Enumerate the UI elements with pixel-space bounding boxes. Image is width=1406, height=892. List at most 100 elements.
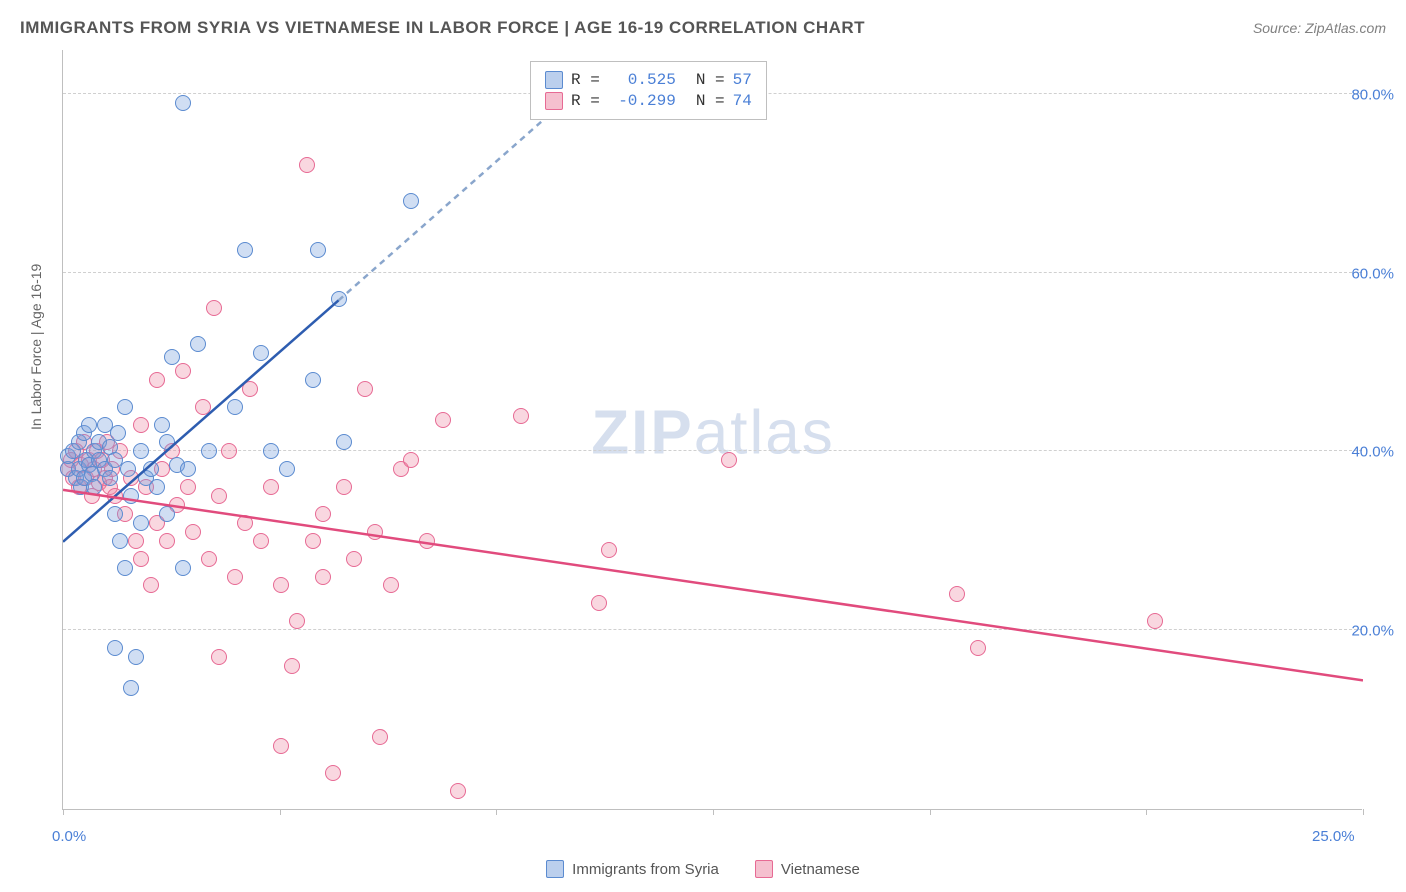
data-point-pink	[273, 577, 289, 593]
data-point-pink	[403, 452, 419, 468]
data-point-blue	[133, 443, 149, 459]
data-point-pink	[242, 381, 258, 397]
x-tick	[930, 809, 931, 815]
r-value-pink: -0.299	[608, 92, 676, 110]
legend-label-pink: Vietnamese	[781, 861, 860, 878]
source-label: Source: ZipAtlas.com	[1253, 20, 1386, 36]
gridline	[63, 272, 1362, 273]
data-point-blue	[107, 640, 123, 656]
data-point-pink	[367, 524, 383, 540]
data-point-pink	[970, 640, 986, 656]
data-point-pink	[211, 488, 227, 504]
data-point-pink	[419, 533, 435, 549]
n-label-2: N =	[696, 92, 725, 110]
legend-item-blue: Immigrants from Syria	[546, 860, 719, 878]
data-point-blue	[117, 399, 133, 415]
data-point-pink	[273, 738, 289, 754]
data-point-blue	[143, 461, 159, 477]
y-axis-label: In Labor Force | Age 16-19	[28, 264, 44, 430]
watermark-rest: atlas	[694, 399, 835, 468]
data-point-pink	[221, 443, 237, 459]
x-tick	[1146, 809, 1147, 815]
data-point-pink	[513, 408, 529, 424]
data-point-blue	[117, 560, 133, 576]
data-point-blue	[123, 488, 139, 504]
data-point-blue	[86, 479, 102, 495]
data-point-pink	[128, 533, 144, 549]
data-point-pink	[299, 157, 315, 173]
swatch-blue	[545, 71, 563, 89]
data-point-blue	[149, 479, 165, 495]
x-tick	[713, 809, 714, 815]
data-point-pink	[185, 524, 201, 540]
data-point-blue	[175, 560, 191, 576]
data-point-pink	[149, 372, 165, 388]
gridline	[63, 450, 1362, 451]
swatch-pink	[545, 92, 563, 110]
data-point-blue	[201, 443, 217, 459]
y-tick-label: 60.0%	[1351, 265, 1394, 282]
y-tick-label: 20.0%	[1351, 623, 1394, 640]
data-point-blue	[102, 470, 118, 486]
swatch-blue-icon	[546, 860, 564, 878]
data-point-pink	[601, 542, 617, 558]
n-label: N =	[696, 71, 725, 89]
data-point-pink	[591, 595, 607, 611]
data-point-pink	[383, 577, 399, 593]
data-point-pink	[357, 381, 373, 397]
x-tick-label: 0.0%	[52, 828, 86, 845]
data-point-pink	[133, 417, 149, 433]
data-point-blue	[110, 425, 126, 441]
data-point-pink	[305, 533, 321, 549]
data-point-pink	[1147, 613, 1163, 629]
data-point-blue	[112, 533, 128, 549]
data-point-blue	[403, 193, 419, 209]
x-tick	[63, 809, 64, 815]
watermark-bold: ZIP	[591, 399, 693, 468]
x-tick	[280, 809, 281, 815]
data-point-pink	[450, 783, 466, 799]
data-point-blue	[305, 372, 321, 388]
data-point-pink	[253, 533, 269, 549]
data-point-blue	[120, 461, 136, 477]
data-point-blue	[180, 461, 196, 477]
data-point-blue	[190, 336, 206, 352]
data-point-blue	[81, 417, 97, 433]
y-tick-label: 40.0%	[1351, 444, 1394, 461]
data-point-pink	[325, 765, 341, 781]
data-point-pink	[175, 363, 191, 379]
data-point-pink	[284, 658, 300, 674]
data-point-pink	[206, 300, 222, 316]
data-point-pink	[227, 569, 243, 585]
data-point-pink	[721, 452, 737, 468]
data-point-blue	[279, 461, 295, 477]
data-point-blue	[237, 242, 253, 258]
x-tick	[1363, 809, 1364, 815]
legend-row-blue: R = 0.525 N = 57	[545, 71, 752, 89]
data-point-pink	[201, 551, 217, 567]
n-value-pink: 74	[733, 92, 752, 110]
data-point-blue	[310, 242, 326, 258]
data-point-pink	[336, 479, 352, 495]
data-point-blue	[123, 680, 139, 696]
data-point-pink	[315, 569, 331, 585]
data-point-blue	[253, 345, 269, 361]
y-tick-label: 80.0%	[1351, 86, 1394, 103]
data-point-pink	[195, 399, 211, 415]
data-point-blue	[159, 434, 175, 450]
data-point-pink	[372, 729, 388, 745]
data-point-blue	[154, 417, 170, 433]
legend-row-pink: R = -0.299 N = 74	[545, 92, 752, 110]
data-point-pink	[949, 586, 965, 602]
legend-item-pink: Vietnamese	[755, 860, 860, 878]
x-tick-label: 25.0%	[1312, 828, 1355, 845]
data-point-blue	[336, 434, 352, 450]
series-legend: Immigrants from Syria Vietnamese	[0, 860, 1406, 878]
x-tick	[496, 809, 497, 815]
data-point-blue	[331, 291, 347, 307]
r-value-blue: 0.525	[608, 71, 676, 89]
regression-line	[339, 117, 547, 300]
data-point-pink	[289, 613, 305, 629]
data-point-pink	[346, 551, 362, 567]
r-label: R =	[571, 71, 600, 89]
